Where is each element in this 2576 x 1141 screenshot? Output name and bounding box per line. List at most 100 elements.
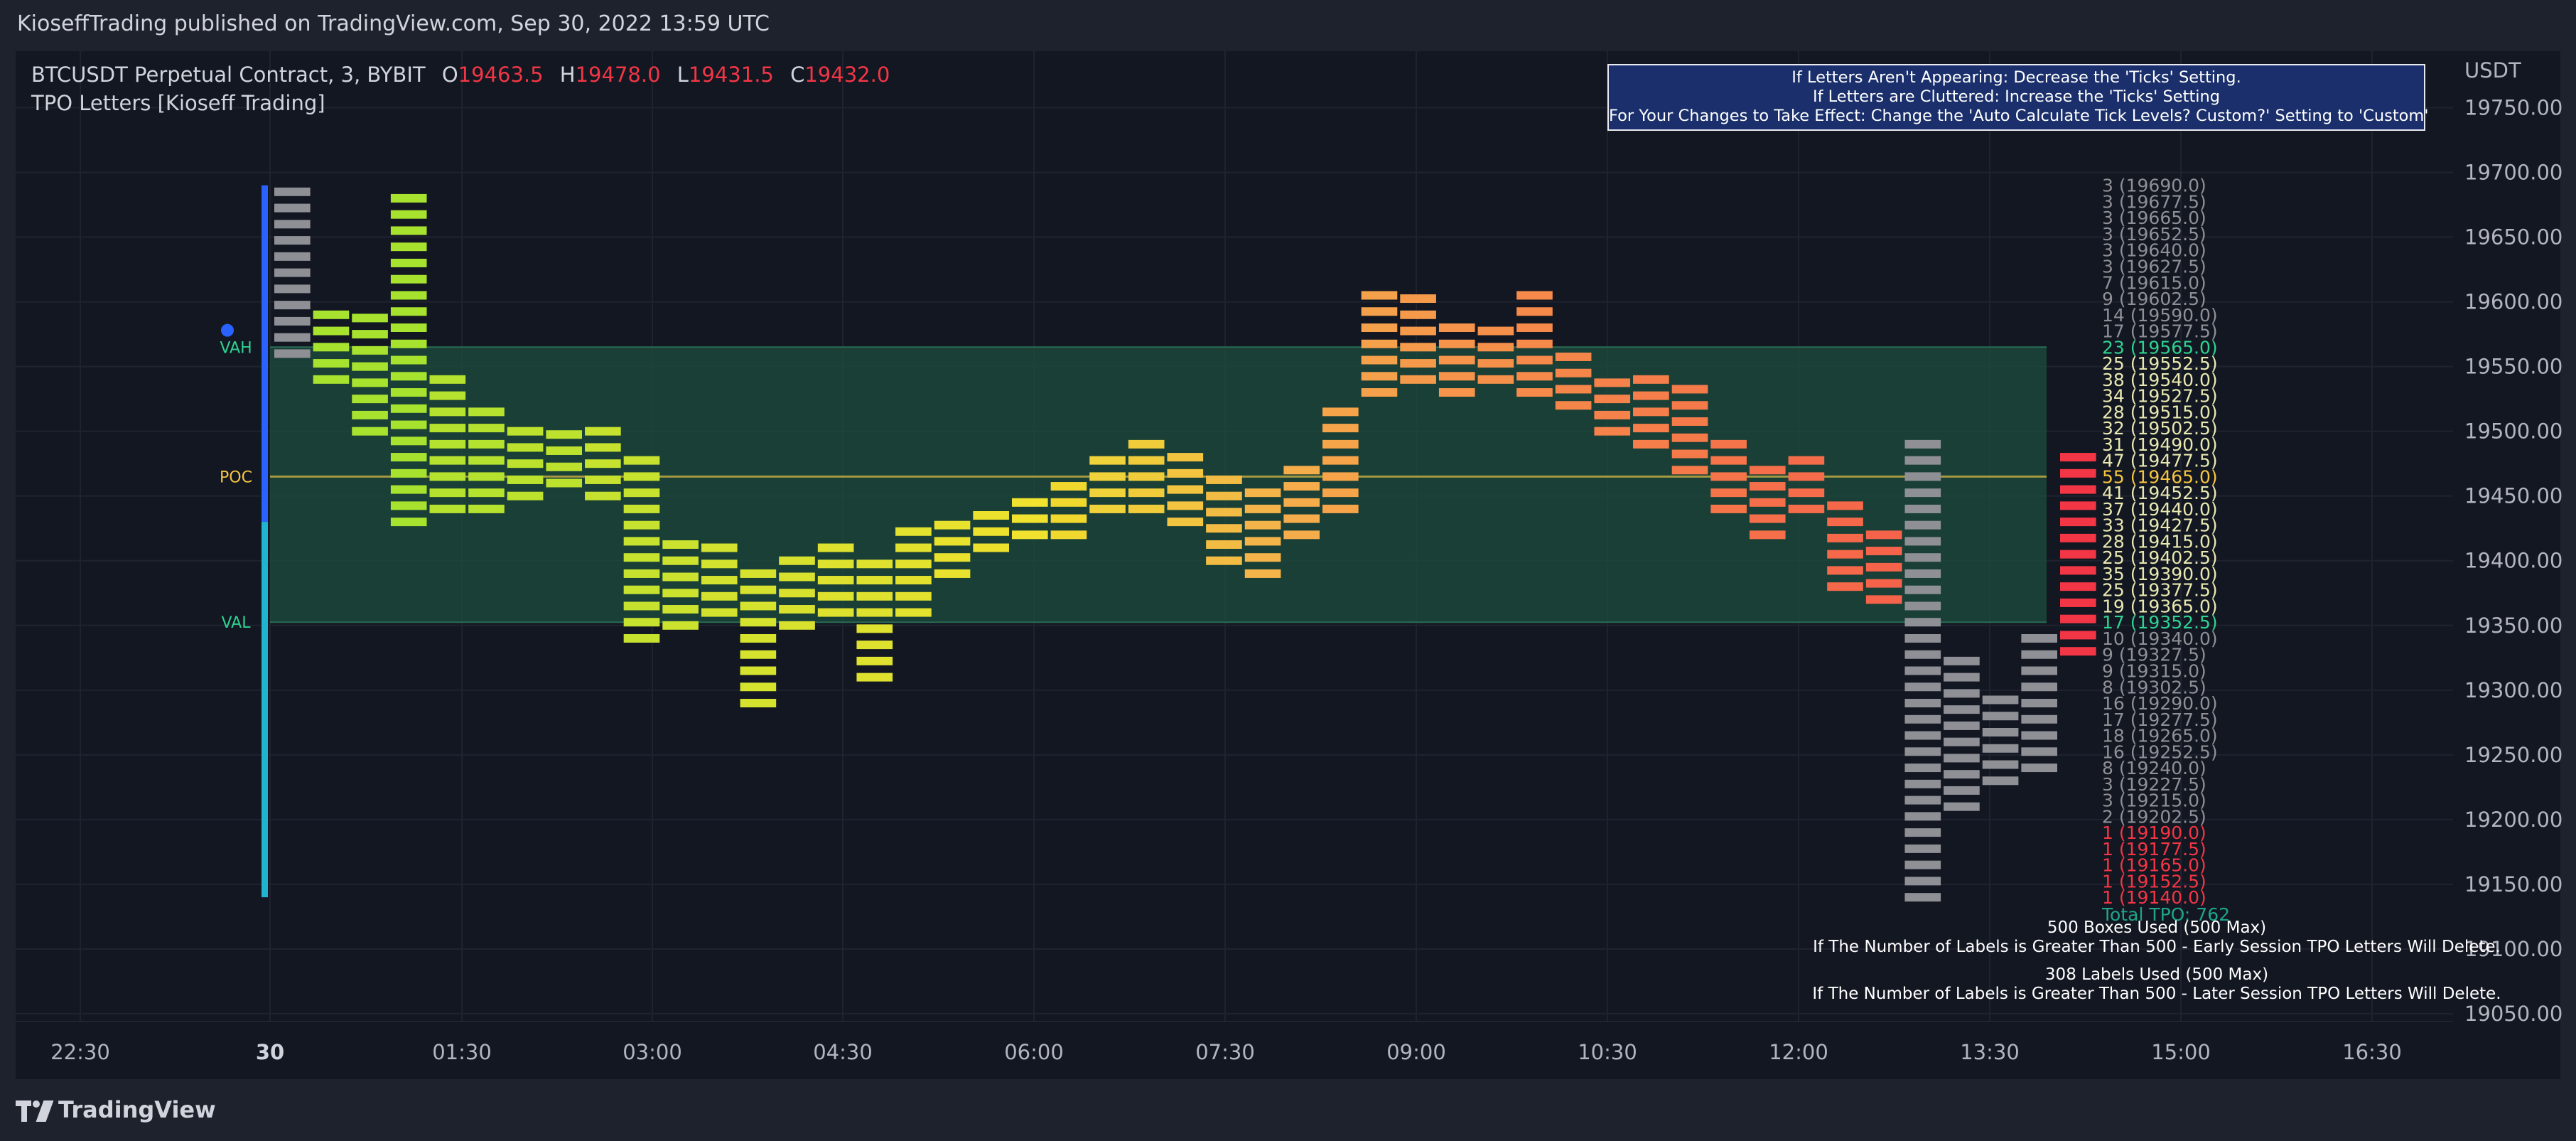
symbol-name[interactable]: BTCUSDT Perpetual Contract, 3, BYBIT (31, 63, 426, 87)
tpo-block (1904, 456, 1941, 465)
tpo-block (1982, 760, 2019, 769)
tpo-column (1827, 501, 1863, 591)
tpo-column (1671, 385, 1708, 475)
tpo-block (468, 488, 505, 498)
tpo-block (2060, 453, 2096, 462)
tpo-block (1904, 860, 1941, 869)
tpo-block (274, 220, 311, 229)
profile-label: 2 (19202.5) (2102, 806, 2206, 827)
tpo-block (1283, 514, 1320, 523)
tpo-column (1167, 453, 1204, 527)
tpo-block (2021, 764, 2057, 773)
tpo-block (895, 608, 932, 617)
tpo-column (2021, 633, 2057, 773)
tpo-column (1011, 498, 1048, 540)
tpo-block (662, 605, 699, 614)
tpo-block (2060, 647, 2096, 656)
tpo-block (1710, 472, 1747, 481)
profile-label: 9 (19327.5) (2102, 645, 2206, 665)
tpo-block (2060, 501, 2096, 510)
tpo-block (1011, 514, 1048, 523)
tpo-block (1944, 673, 1980, 682)
tpo-block (585, 459, 621, 468)
indicator-title[interactable]: TPO Letters [Kioseff Trading] (31, 91, 325, 115)
tpo-block (1904, 796, 1941, 805)
tpo-block (390, 242, 427, 252)
open-marker (221, 323, 234, 337)
tpo-block (1982, 744, 2019, 753)
tpo-block (1477, 375, 1514, 384)
profile-label: 14 (19590.0) (2102, 305, 2218, 326)
tpo-column (1516, 291, 1553, 397)
tpo-block (2021, 714, 2057, 724)
y-tick-label: 19050.00 (2464, 1002, 2562, 1026)
tpo-block (662, 556, 699, 565)
profile-label: 17 (19277.5) (2102, 709, 2218, 730)
tpo-block (856, 608, 893, 617)
tpo-column (973, 511, 1009, 552)
tpo-block (934, 537, 971, 546)
tpo-block (1633, 375, 1669, 384)
tpo-block (1244, 537, 1281, 546)
tpo-block (1206, 491, 1242, 500)
tpo-column (1283, 466, 1320, 540)
tpo-column (1477, 326, 1514, 384)
tpo-block (2021, 731, 2057, 740)
profile-label: 18 (19265.0) (2102, 726, 2218, 746)
tpo-block (740, 633, 777, 643)
tpo-block (662, 540, 699, 549)
tpo-block (1400, 343, 1436, 352)
tpo-block (1904, 731, 1941, 740)
notice-line-2: If Letters are Cluttered: Increase the '… (1812, 87, 2221, 106)
x-tick-label: 15:00 (2151, 1040, 2211, 1064)
tradingview-logo[interactable]: TradingView (16, 1096, 216, 1123)
tpo-block (1633, 391, 1669, 400)
tpo-block (740, 569, 777, 578)
profile-label: 3 (19665.0) (2102, 208, 2206, 228)
tpo-block (1671, 449, 1708, 459)
tpo-block (1671, 385, 1708, 394)
tpo-block (1477, 343, 1514, 352)
tpo-block (468, 424, 505, 433)
profile-label: 3 (19677.5) (2102, 191, 2206, 212)
tpo-block (817, 591, 854, 601)
poc-label: POC (220, 468, 252, 486)
tpo-block (1904, 618, 1941, 627)
tpo-block (856, 673, 893, 682)
tpo-column (352, 314, 388, 436)
tpo-block (1904, 585, 1941, 594)
tpo-block (1400, 310, 1436, 319)
tpo-block (1167, 468, 1204, 478)
tpo-block (2060, 631, 2096, 640)
tpo-block (468, 472, 505, 481)
tpo-block (390, 226, 427, 235)
tpo-block (1283, 482, 1320, 491)
tpo-block (390, 436, 427, 446)
tpo-block (740, 666, 777, 675)
tpo-block (779, 621, 815, 630)
tpo-block (1944, 705, 1980, 714)
tpo-block (2021, 747, 2057, 756)
y-tick-label: 19500.00 (2464, 419, 2562, 444)
profile-label: 34 (19527.5) (2102, 386, 2218, 407)
x-tick-label: 07:30 (1195, 1040, 1255, 1064)
tpo-block (1749, 482, 1786, 491)
tpo-column (1555, 352, 1592, 410)
profile-label: 55 (19465.0) (2102, 466, 2218, 487)
profile-label: 25 (19552.5) (2102, 353, 2218, 374)
tpo-block (1477, 359, 1514, 368)
profile-label: 3 (19690.0) (2102, 176, 2206, 196)
tpo-block (1788, 456, 1825, 465)
tpo-block (1361, 339, 1398, 348)
tpo-block (507, 443, 544, 452)
total-tpo-label: Total TPO: 762 (2101, 904, 2230, 925)
tpo-block (1904, 488, 1941, 498)
tpo-column (1089, 456, 1126, 513)
publish-info: KioseffTrading published on TradingView.… (17, 11, 770, 36)
tpo-block (1438, 388, 1475, 397)
tpo-block (623, 520, 660, 530)
tpo-block (1555, 352, 1592, 361)
tpo-column (1904, 439, 1941, 902)
tpo-block (779, 556, 815, 565)
